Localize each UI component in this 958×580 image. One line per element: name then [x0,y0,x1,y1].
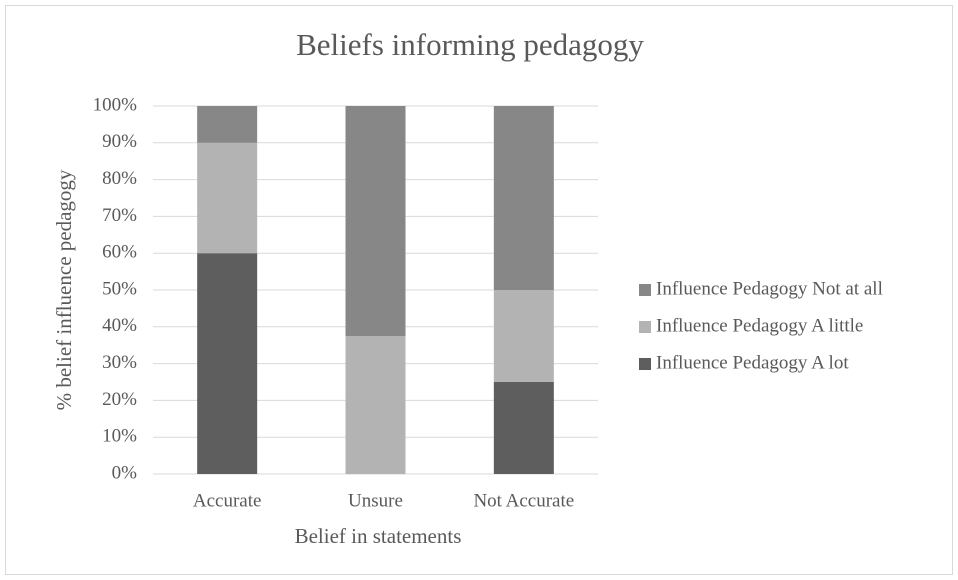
bar-segment [345,336,406,474]
x-tick-label: Unsure [348,490,403,511]
bar-segment [493,290,554,382]
legend-label: Influence Pedagogy Not at all [656,278,883,299]
chart-title: Beliefs informing pedagogy [296,27,644,62]
y-tick-label: 80% [102,168,137,189]
bar-segment [197,253,258,474]
bar-segment [493,106,554,290]
x-tick-label: Not Accurate [473,490,574,511]
y-tick-label: 70% [102,205,137,226]
legend-swatch [639,321,651,333]
legend-swatch [639,358,651,370]
legend-label: Influence Pedagogy A little [656,315,863,336]
legend-label: Influence Pedagogy A lot [656,352,849,373]
x-axis-label: Belief in statements [295,524,462,548]
bar-segment [345,106,406,336]
y-tick-label: 60% [102,242,137,263]
y-tick-label: 90% [102,131,137,152]
legend-swatch [639,284,651,296]
y-tick-label: 0% [112,462,138,483]
bar-segment [197,106,258,143]
y-tick-label: 100% [93,94,138,115]
y-tick-label: 40% [102,315,137,336]
y-tick-label: 10% [102,426,137,447]
y-tick-label: 30% [102,352,137,373]
y-tick-label: 20% [102,389,137,410]
y-tick-label: 50% [102,278,137,299]
bar-segment [197,142,258,254]
y-axis-label: % belief influence pedagogy [52,169,76,410]
x-tick-label: Accurate [193,490,262,511]
bar-segment [493,382,554,474]
